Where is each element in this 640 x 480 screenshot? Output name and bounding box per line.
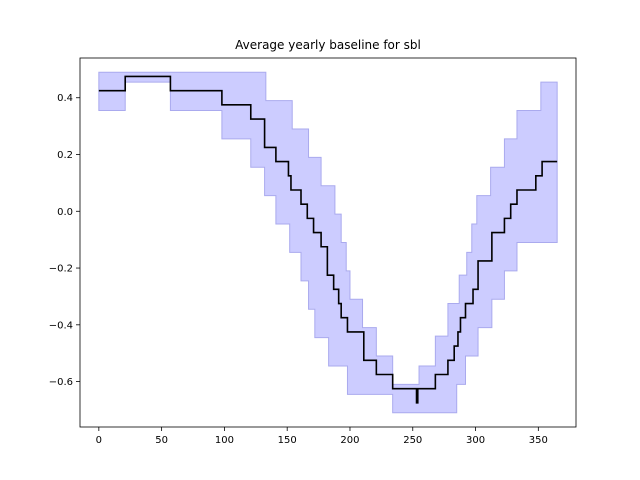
- confidence-band-layer: [98, 71, 558, 414]
- y-tick-label: 0.2: [57, 150, 73, 161]
- mean-line: [98, 75, 558, 404]
- x-tick-label: 250: [403, 435, 422, 446]
- y-tick-label: −0.4: [49, 320, 73, 331]
- x-tick-label: 350: [529, 435, 548, 446]
- x-tick-label: 50: [155, 435, 168, 446]
- mean-line-layer: [98, 75, 558, 404]
- x-tick-label: 100: [215, 435, 234, 446]
- confidence-band: [98, 71, 558, 414]
- y-tick-label: −0.2: [49, 264, 73, 275]
- plot-frame: [79, 57, 577, 428]
- x-tick-label: 0: [96, 435, 102, 446]
- x-tick-label: 300: [466, 435, 485, 446]
- axes-layer: 0 50 100 150 200 250 300 350 0.4 0.2 0.0 −0.2 −0.4 −0…: [49, 57, 577, 446]
- y-tick-label: −0.6: [49, 377, 73, 388]
- y-tick-label: 0.4: [57, 93, 73, 104]
- chart-title: Average yearly baseline for sbl: [235, 38, 421, 52]
- x-tick-label: 150: [278, 435, 297, 446]
- x-tick-label: 200: [340, 435, 359, 446]
- y-tick-label: 0.0: [57, 207, 73, 218]
